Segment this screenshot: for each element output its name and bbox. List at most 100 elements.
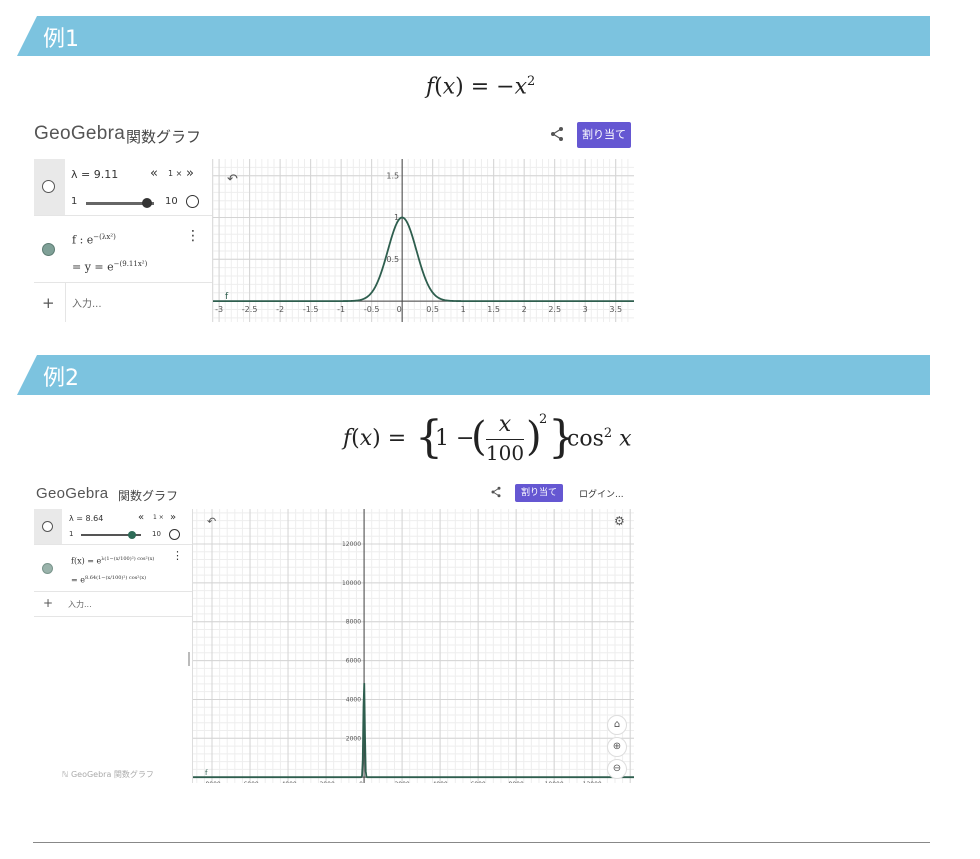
input-bar[interactable]: 入力... [72, 299, 102, 310]
x-tick-label: 6000 [470, 781, 485, 783]
example2-banner-label: 例2 [43, 366, 79, 391]
slider-min: 1 [71, 196, 78, 207]
formula-power: 2 [527, 74, 536, 89]
y-tick-label: 12000 [342, 541, 361, 548]
x-tick-label: 2.5 [548, 305, 561, 314]
fraction-denominator: 100 [485, 441, 525, 465]
function-color-dot[interactable] [42, 243, 55, 256]
x-tick-label: 3.5 [609, 305, 622, 314]
graphics-view[interactable]: -3 -2.5 -2 -1.5 -1 -0.5 0 0.5 1 1.5 2 2.5 3 3.5 0.5 1 1.… [213, 159, 634, 322]
pause-icon[interactable] [186, 195, 199, 208]
function-curve [213, 216, 634, 302]
x-tick-label: 2 [522, 305, 527, 314]
function-graph[interactable]: -8000 -6000 -4000 -2000 0 2000 4000 6000 8000 100… [193, 509, 634, 783]
x-tick-label: 4000 [432, 781, 447, 783]
resize-handle[interactable] [188, 652, 190, 666]
rewind-icon[interactable]: « [138, 512, 145, 523]
curve-label: f [205, 769, 208, 777]
login-link[interactable]: ログイン... [579, 490, 624, 500]
y-tick-label: 2000 [346, 735, 361, 742]
slider-row: λ = 9.11 « 1 × » 1 10 [34, 159, 212, 216]
y-tick-label: 1.5 [386, 171, 399, 180]
function-evaluation: = e8.64(1−(x/100)²) cos²(x) [71, 575, 147, 585]
x-tick-label: 10000 [545, 781, 564, 783]
formula-x3: x [619, 426, 632, 452]
share-icon[interactable] [549, 126, 565, 142]
x-tick-label: -1 [337, 305, 345, 314]
formula-one-minus: 1 − [435, 426, 475, 451]
app-title: 関数グラフ [126, 128, 202, 146]
more-options-icon[interactable]: ⋮ [186, 228, 200, 244]
slider-track[interactable] [86, 202, 154, 205]
curve-label: f [225, 292, 229, 302]
function-definition: f : e−(λx²) [72, 233, 116, 247]
slider-knob[interactable] [142, 198, 153, 208]
x-tick-label: -4000 [279, 781, 297, 783]
input-separator [65, 283, 66, 322]
share-icon[interactable] [490, 486, 502, 498]
footer-brand: ℕ GeoGebra 関数グラフ [62, 770, 154, 779]
forward-icon[interactable]: » [170, 512, 177, 523]
x-tick-label: -3 [215, 305, 223, 314]
input-row[interactable]: + 入力... [34, 592, 192, 617]
x-tick-label: -1.5 [303, 305, 319, 314]
x-tick-label: -2.5 [242, 305, 258, 314]
input-row[interactable]: + 入力... [34, 283, 212, 322]
function-row: f : e−(λx²) ⋮ = y = e−(9.11x²) [34, 216, 212, 283]
slider-max: 10 [165, 196, 178, 207]
fraction-numerator: x [498, 412, 512, 437]
geogebra-app-1: GeoGebra 関数グラフ 割り当て λ = 9.11 « 1 × » 1 1… [34, 117, 634, 322]
slider-track[interactable] [81, 534, 141, 536]
x-tick-label: -2 [276, 305, 284, 314]
assign-button[interactable]: 割り当て [515, 484, 563, 502]
forward-icon[interactable]: » [186, 166, 194, 181]
y-tick-label: 4000 [346, 696, 361, 703]
paren-open: ( [471, 414, 487, 460]
algebra-view: λ = 8.64 « 1 × » 1 10 f(x) = eλ(1−(x/100… [34, 509, 193, 783]
pause-icon[interactable] [169, 529, 180, 540]
fraction-bar [486, 439, 524, 440]
zoom-in-icon[interactable]: ⊕ [607, 737, 627, 757]
graphics-view[interactable]: -8000 -6000 -4000 -2000 0 2000 4000 6000 8000 100… [193, 509, 634, 783]
algebra-view: λ = 9.11 « 1 × » 1 10 f : e−(λx²) ⋮ = y … [34, 159, 213, 322]
geogebra-app-2: GeoGebra 関数グラフ 割り当て ログイン... λ = 8.64 « 1… [34, 481, 634, 783]
settings-gear-icon[interactable]: ⚙ [614, 514, 625, 528]
visibility-toggle[interactable] [42, 521, 53, 532]
geogebra-mark-icon: ℕ [62, 770, 71, 779]
slider-knob[interactable] [128, 531, 136, 539]
speed-label[interactable]: 1 × [168, 169, 183, 178]
home-icon[interactable]: ⌂ [607, 715, 627, 735]
zoom-out-icon[interactable]: ⊖ [607, 759, 627, 779]
more-options-icon[interactable]: ⋮ [172, 549, 183, 562]
slider-min: 1 [69, 530, 74, 538]
plus-icon[interactable]: + [43, 596, 54, 610]
y-tick-label: 8000 [346, 619, 361, 626]
function-color-dot[interactable] [42, 563, 53, 574]
input-bar[interactable]: 入力... [68, 600, 92, 609]
slider-label: λ = 9.11 [71, 168, 119, 181]
formula-x: x [442, 74, 456, 100]
plus-icon[interactable]: + [42, 294, 55, 312]
formula-power: 2 [539, 412, 548, 427]
example2-banner: 例2 [17, 355, 930, 395]
formula-x2: x [514, 74, 528, 100]
function-row: f(x) = eλ(1−(x/100)²) cos²(x) ⋮ = e8.64(… [34, 545, 192, 592]
x-tick-label: 1 [461, 305, 466, 314]
assign-button[interactable]: 割り当て [577, 122, 631, 148]
slider-label: λ = 8.64 [69, 514, 104, 523]
visibility-toggle[interactable] [42, 180, 55, 193]
rewind-icon[interactable]: « [150, 166, 158, 181]
x-tick-label: 3 [583, 305, 588, 314]
speed-label[interactable]: 1 × [153, 514, 164, 521]
geogebra-logo: GeoGebra [36, 485, 109, 502]
undo-icon[interactable]: ↶ [227, 172, 238, 187]
formula-eq: = [380, 426, 407, 451]
undo-icon[interactable]: ↶ [207, 515, 217, 528]
x-tick-label: -2000 [317, 781, 335, 783]
function-graph[interactable]: -3 -2.5 -2 -1.5 -1 -0.5 0 0.5 1 1.5 2 2.5 3 3.5 0.5 1 1.… [213, 159, 634, 322]
slider-row: λ = 8.64 « 1 × » 1 10 [34, 509, 192, 545]
formula-cos-power: 2 [603, 426, 613, 441]
paren-close: ) [526, 414, 542, 460]
y-tick-label: 6000 [346, 658, 361, 665]
x-tick-label: 12000 [583, 781, 602, 783]
